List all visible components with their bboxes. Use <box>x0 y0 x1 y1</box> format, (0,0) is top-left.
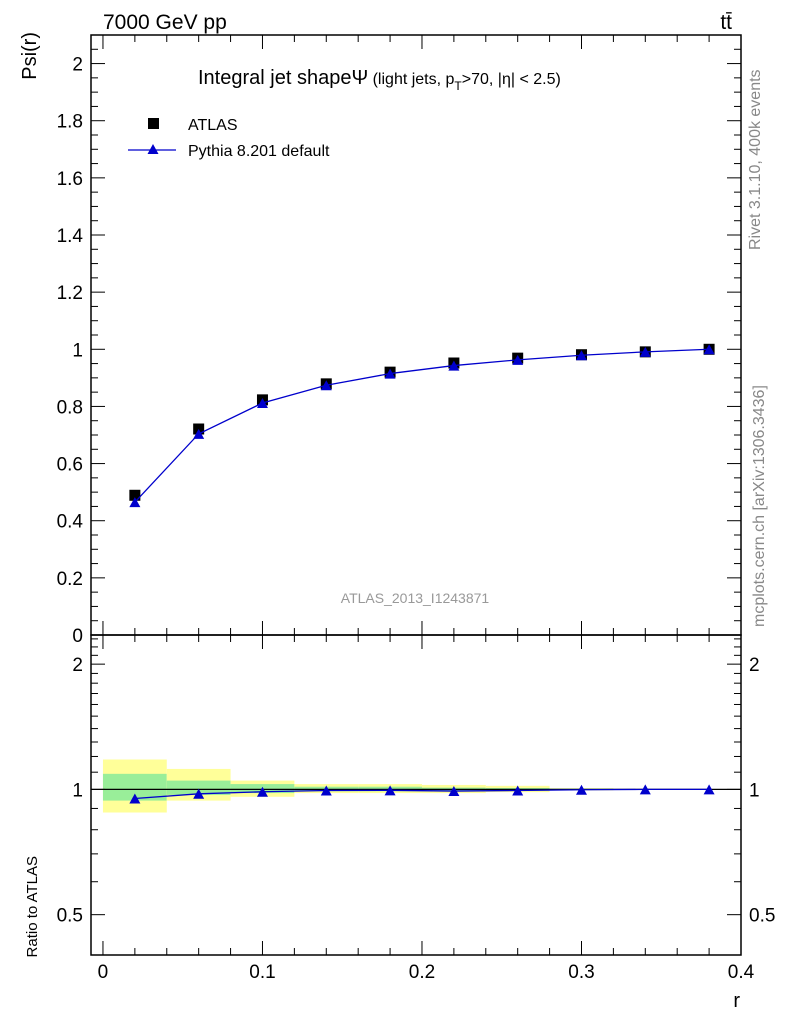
ratio-ytick-label-left-1: 1 <box>72 780 83 801</box>
legend-label-atlas: ATLAS <box>188 117 238 134</box>
atlas-point-0 <box>129 489 141 501</box>
ratio-pythia-point-9 <box>703 784 715 795</box>
main-ytick-label-7: 1.4 <box>57 226 84 247</box>
pythia-point-4 <box>384 368 396 379</box>
legend-marker-pythia <box>147 144 159 154</box>
main-ylabel: Psi(r) <box>19 32 41 80</box>
pythia-point-9 <box>703 344 715 355</box>
ratio-xtick-label-3: 0.3 <box>568 962 594 983</box>
main-ytick-label-4: 0.8 <box>57 397 83 418</box>
title-symbol: Ψ <box>351 67 368 89</box>
ratio-pythia-point-6 <box>512 785 524 796</box>
pythia-point-5 <box>448 360 460 371</box>
ratio-pythia-point-7 <box>575 784 587 795</box>
ratio-pythia-line <box>134 788 710 800</box>
main-ytick-label-6: 1.2 <box>57 283 83 304</box>
rivet-version-label: Rivet 3.1.10, 400k events <box>747 69 764 250</box>
main-ytick-label-5: 1 <box>72 340 83 361</box>
legend-label-pythia: Pythia 8.201 default <box>188 143 330 160</box>
ratio-xtick-label-0: 0 <box>98 962 109 983</box>
main-plot-title: Integral jet shapeΨ (light jets, pT>70, … <box>198 67 561 93</box>
ratio-panel-frame <box>90 634 742 956</box>
ratio-ylabel: Ratio to ATLAS <box>24 856 41 957</box>
title-detail-2: >70, |η| < 2.5) <box>462 71 561 88</box>
legend-marker-atlas <box>148 118 159 129</box>
ratio-ytick-label-right-0: 0.5 <box>749 906 775 927</box>
ratio-pythia-point-5 <box>448 786 460 797</box>
ratio-xtick-label-2: 0.2 <box>409 962 435 983</box>
title-detail-1: (light jets, p <box>368 71 454 88</box>
ratio-pythia-point-2 <box>256 786 268 797</box>
plot-frames <box>90 34 742 956</box>
pythia-point-1 <box>193 428 205 439</box>
main-ytick-label-10: 2 <box>72 55 83 76</box>
main-ytick-label-8: 1.6 <box>57 169 83 190</box>
ratio-stat-band-1 <box>166 780 231 795</box>
ratio-ytick-label-right-1: 1 <box>749 780 760 801</box>
ratio-pythia-point-3 <box>320 785 332 796</box>
title-main: Integral jet shape <box>198 67 351 89</box>
main-series-layer <box>129 343 715 508</box>
ratio-pythia-point-1 <box>193 788 205 799</box>
legend: ATLAS Pythia 8.201 default <box>128 117 330 160</box>
pythia-line <box>134 348 710 503</box>
pythia-point-8 <box>639 346 651 357</box>
main-ytick-label-2: 0.4 <box>57 512 84 533</box>
main-ytick-label-0: 0 <box>72 626 83 647</box>
ratio-pythia-point-8 <box>639 784 651 795</box>
mcplots-label: mcplots.cern.ch [arXiv:1306.3436] <box>751 385 768 627</box>
pythia-point-0 <box>129 497 141 508</box>
ratio-ytick-label-left-0: 0.5 <box>57 906 83 927</box>
energy-label: 7000 GeV pp <box>103 11 227 34</box>
pythia-point-2 <box>256 398 268 408</box>
process-label: tt̄ <box>720 11 732 34</box>
ratio-xtick-label-1: 0.1 <box>249 962 275 983</box>
main-ytick-label-9: 1.8 <box>57 112 83 133</box>
ratio-ytick-label-right-2: 2 <box>749 655 760 676</box>
axis-ticks: 0 0.2 0.4 0.6 0.8 1 1.2 1.4 1.6 1.8 2 0 0.1 0.2 0.3 0.4… <box>57 34 775 983</box>
analysis-id-label: ATLAS_2013_I1243871 <box>341 590 490 606</box>
ratio-pythia-point-4 <box>384 785 396 796</box>
pythia-point-6 <box>512 354 524 365</box>
main-ytick-label-1: 0.2 <box>57 569 83 590</box>
xlabel: r <box>733 990 740 1012</box>
pythia-point-7 <box>575 350 587 361</box>
ratio-pythia-point-0 <box>129 793 141 804</box>
pythia-point-3 <box>320 380 332 391</box>
ratio-xtick-label-4: 0.4 <box>728 962 755 983</box>
main-ytick-label-3: 0.6 <box>57 455 83 476</box>
ratio-series-layer <box>129 784 715 804</box>
ratio-ytick-label-left-2: 2 <box>72 655 83 676</box>
title-subscript: T <box>454 79 462 93</box>
